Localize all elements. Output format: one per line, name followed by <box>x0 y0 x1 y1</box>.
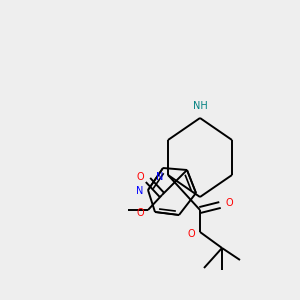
Text: O: O <box>187 229 195 239</box>
Text: O: O <box>136 208 144 218</box>
Text: O: O <box>136 172 144 182</box>
Text: N: N <box>136 186 144 196</box>
Text: N: N <box>156 172 164 182</box>
Text: NH: NH <box>193 101 207 111</box>
Text: O: O <box>225 198 233 208</box>
